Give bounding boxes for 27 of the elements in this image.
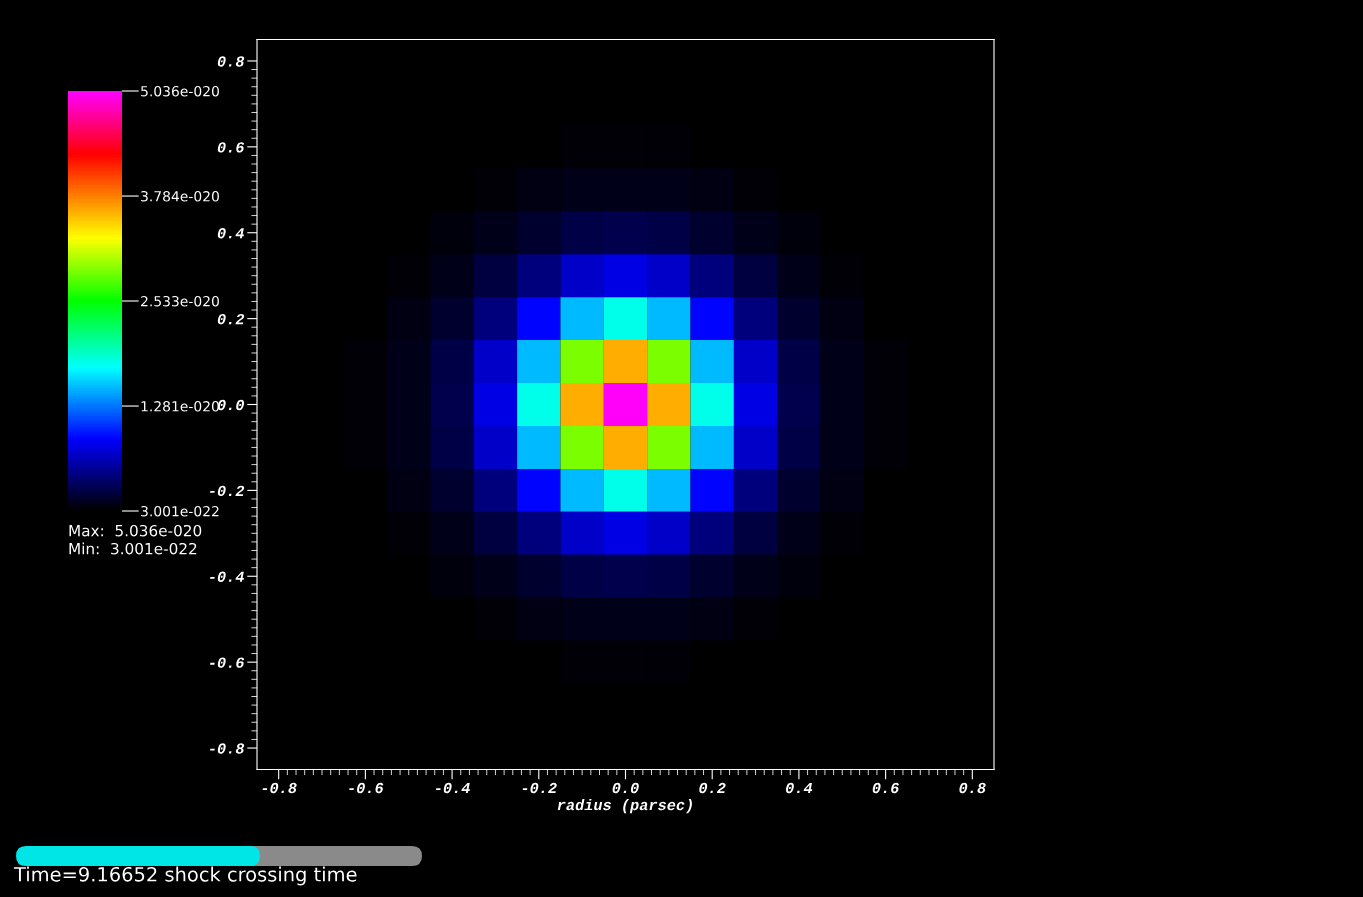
text: Min: 3.001e-022 — [69, 542, 197, 555]
color-bar-label: 5.036e-020 — [141, 85, 219, 97]
y-tick-label: 0.4 — [217, 228, 244, 239]
color-bar-label: 2.533e-020 — [141, 295, 219, 307]
x-tick-label: -0.4 — [435, 782, 470, 794]
x-tick-label: -0.6 — [349, 782, 384, 794]
color-bar-label: 3.784e-020 — [141, 191, 219, 202]
text: Time=9.16652 shock crossing time — [13, 866, 357, 886]
text: Max: 5.036e-020 — [69, 524, 202, 537]
y-tick-label: 0.0 — [217, 399, 245, 411]
x-tick-label: 0.2 — [699, 782, 726, 794]
y-tick-label: 0.2 — [217, 313, 245, 325]
x-tick-label: 0.0 — [612, 782, 639, 794]
x-tick-label: -0.8 — [262, 782, 297, 794]
color-bar-label: 3.001e-022 — [141, 505, 219, 517]
y-tick-label: 0.6 — [217, 142, 245, 153]
x-tick-label: 0.6 — [872, 782, 899, 794]
y-tick-label: -0.2 — [210, 485, 245, 497]
y-tick-label: -0.4 — [210, 571, 244, 582]
y-tick-label: -0.6 — [210, 657, 245, 668]
x-tick-label: 0.8 — [959, 782, 986, 794]
x-tick-label: -0.2 — [522, 782, 557, 794]
y-tick-label: 0.8 — [217, 56, 245, 67]
color-bar-label: 1.281e-020 — [141, 401, 219, 412]
y-tick-label: -0.8 — [210, 743, 245, 754]
x-tick-label: 0.4 — [786, 782, 813, 794]
x-axis-title: radius (parsec) — [557, 799, 692, 814]
